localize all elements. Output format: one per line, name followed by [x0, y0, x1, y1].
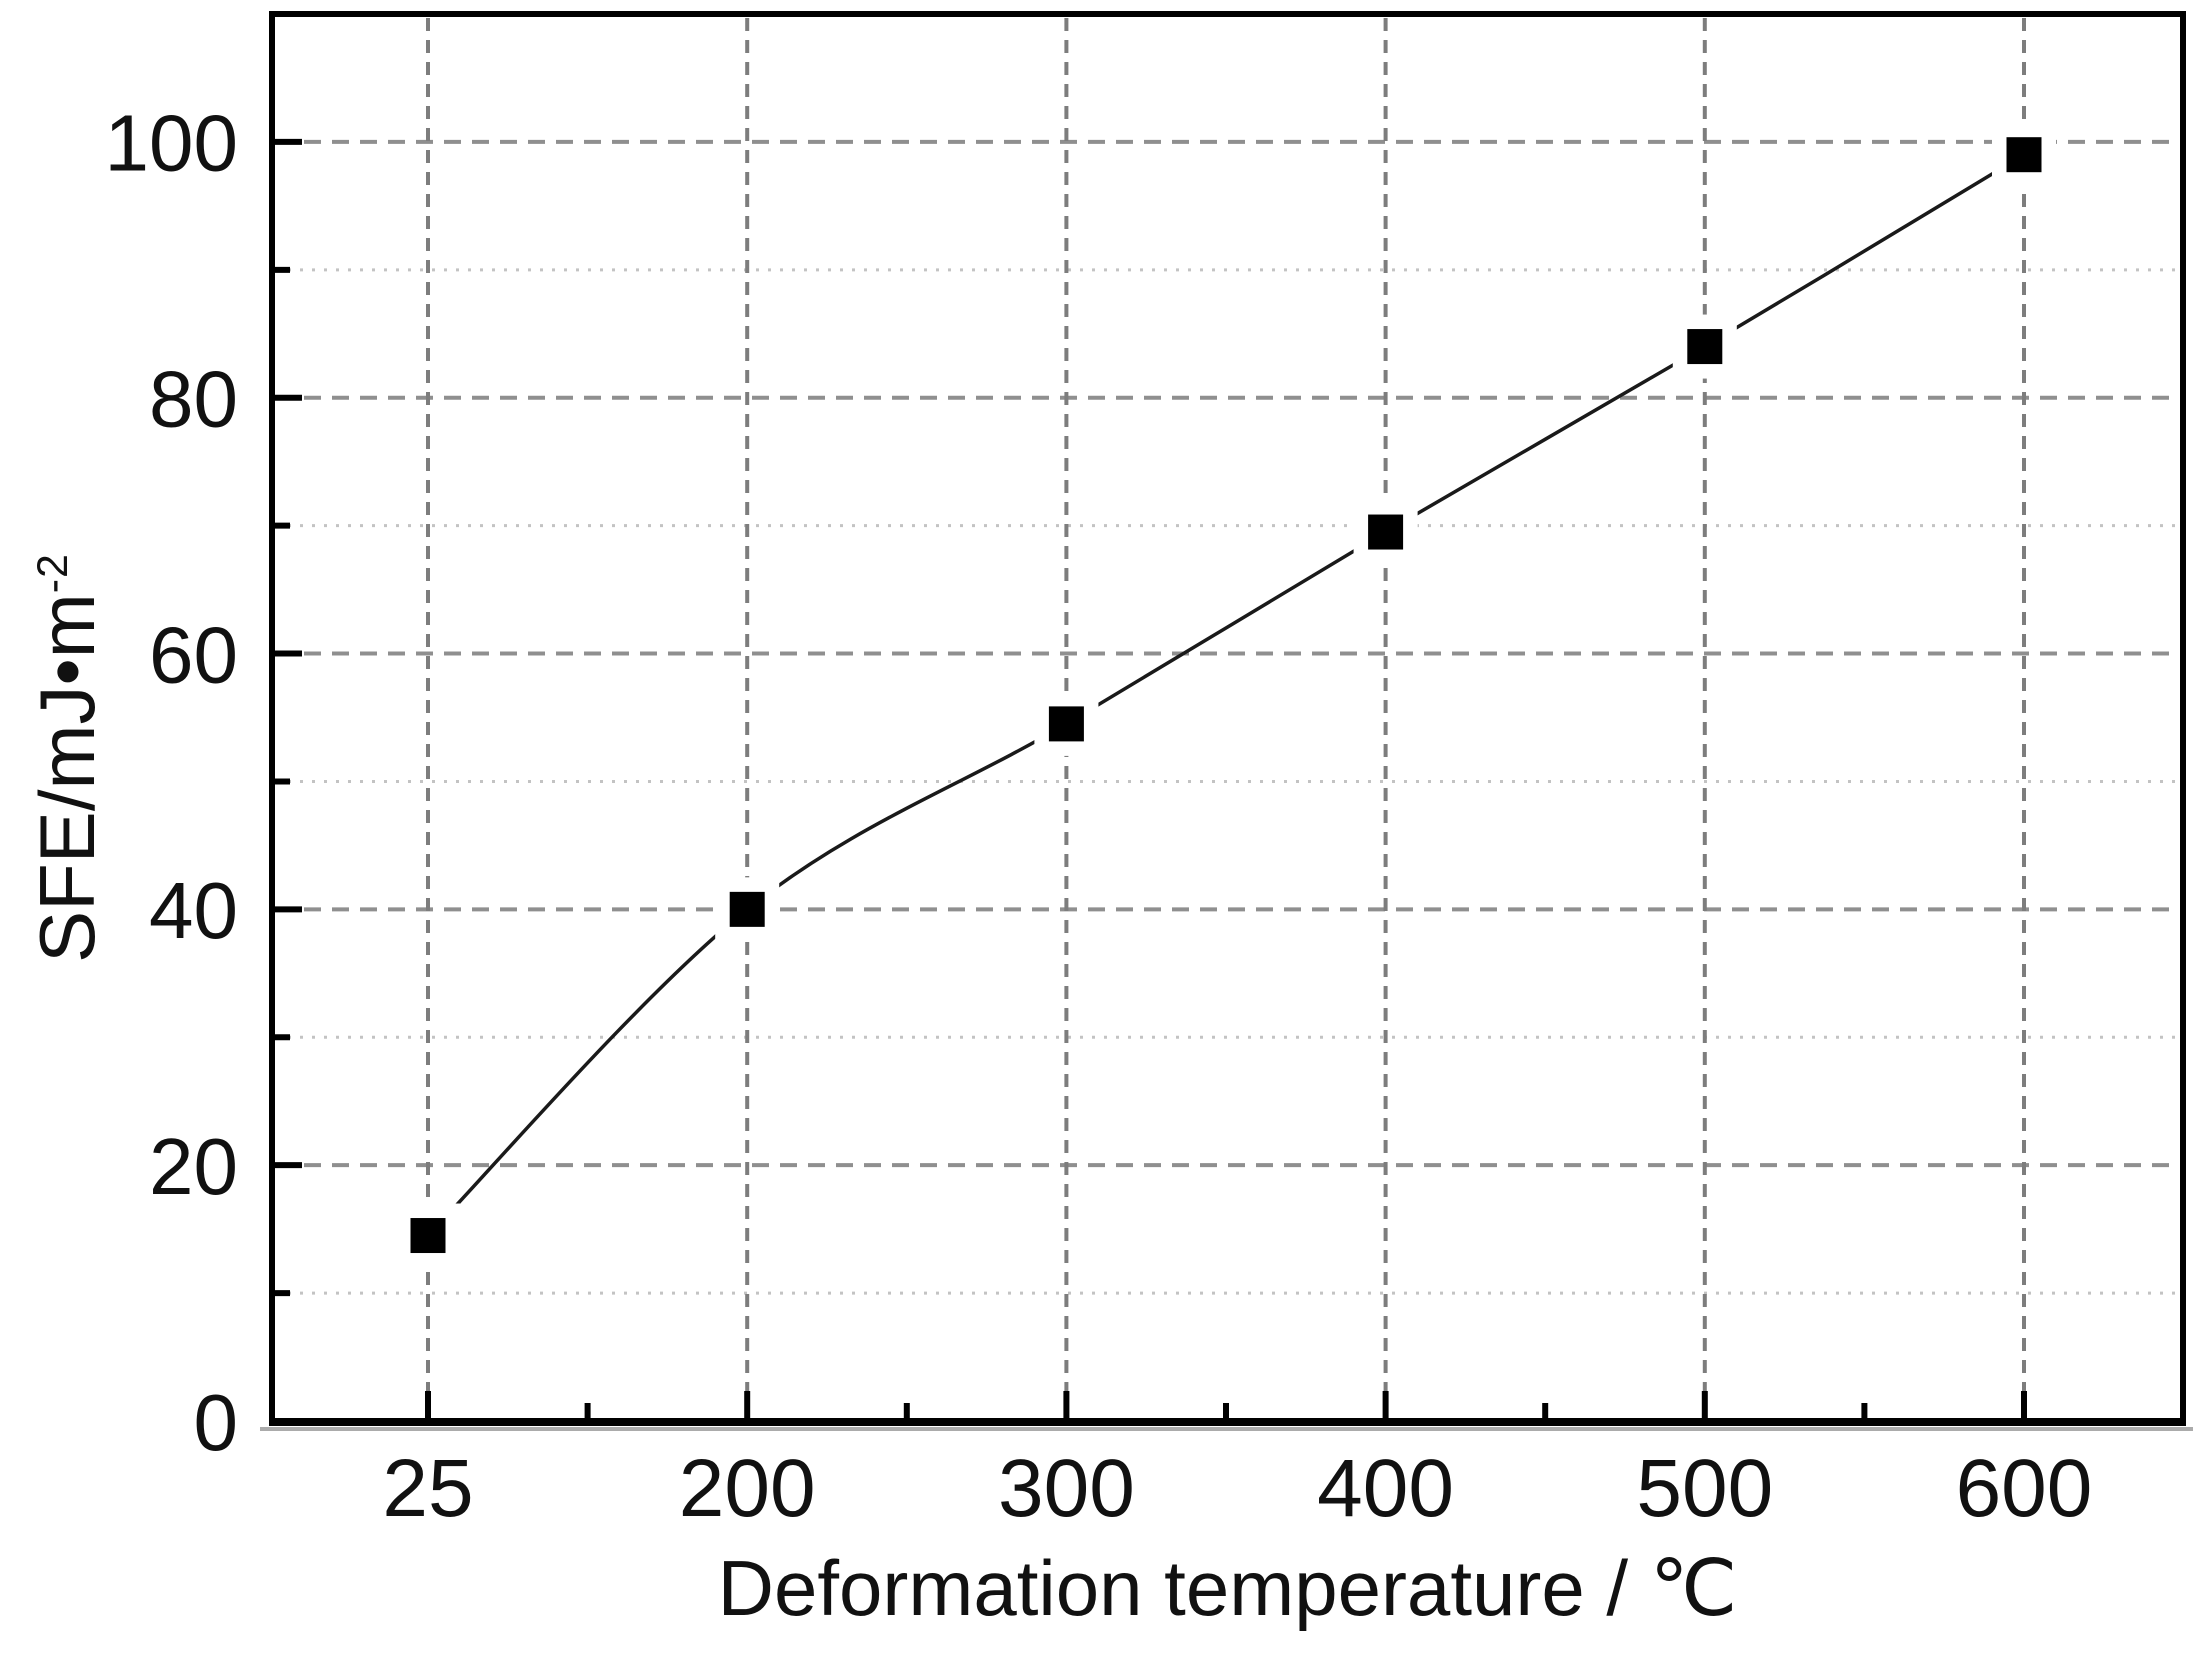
- y-tick-label: 80: [149, 355, 238, 444]
- data-line: [426, 153, 2025, 1237]
- x-tick-label: 400: [1317, 1443, 1454, 1534]
- plot-frame: [269, 11, 2186, 1424]
- y-tick-label: 20: [149, 1122, 238, 1211]
- x-tick-label: 300: [998, 1443, 1135, 1534]
- data-point-marker: [1048, 706, 1084, 742]
- y-tick-label: 0: [194, 1378, 239, 1467]
- x-axis-title: Deformation temperature / ℃: [717, 1544, 1738, 1632]
- data-point-marker: [410, 1218, 446, 1254]
- data-point-marker: [2006, 137, 2042, 173]
- data-point-marker: [1687, 329, 1723, 365]
- data-point-marker: [729, 891, 765, 927]
- y-axis-title-superscript: -2: [29, 553, 78, 594]
- x-tick-label: 25: [382, 1443, 473, 1534]
- x-tick-label: 500: [1636, 1443, 1773, 1534]
- y-axis-title-base: SFE/mJ•m: [23, 593, 112, 963]
- data-point-marker: [1368, 514, 1404, 550]
- y-tick-label: 60: [149, 610, 238, 699]
- x-tick-label: 600: [1956, 1443, 2093, 1534]
- x-tick-label: 200: [679, 1443, 816, 1534]
- y-axis-title: SFE/mJ•m-2: [23, 553, 111, 963]
- y-tick-label: 40: [149, 866, 238, 955]
- y-tick-label: 100: [105, 99, 238, 188]
